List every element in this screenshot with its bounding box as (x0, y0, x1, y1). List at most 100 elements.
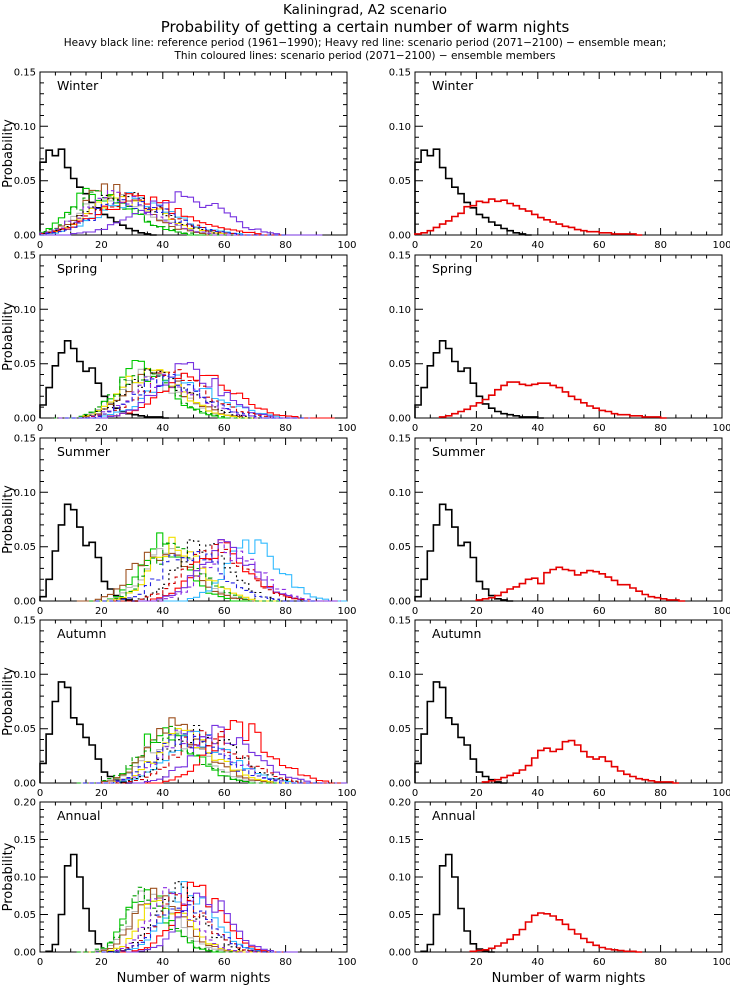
series-member-yellow (40, 194, 280, 236)
axes (414, 71, 723, 236)
series-member-purple-dashed (58, 373, 298, 419)
y-tick-label: 0.05 (389, 542, 411, 553)
x-tick-label: 40 (531, 957, 544, 968)
axis-tick-labels: 0 20 40 60 80 100 0.00 0.05 0.10 0.15 Summer Probab… (1, 434, 357, 618)
y-tick-label: 0.20 (389, 798, 411, 809)
y-tick-label: 0.00 (389, 948, 411, 959)
x-tick-label: 60 (218, 606, 231, 617)
y-tick-label: 0.10 (389, 873, 411, 884)
season-label: Spring (432, 261, 472, 276)
series-member-cyan (162, 539, 347, 602)
series-ensemble-mean (438, 381, 667, 419)
x-tick-label: 60 (218, 240, 231, 251)
y-tick-label: 0.15 (389, 251, 411, 262)
x-tick-label: 20 (470, 423, 483, 434)
x-tick-label: 60 (218, 957, 231, 968)
x-tick-label: 80 (279, 788, 292, 799)
series-member-green (89, 532, 261, 602)
series-member-gray (76, 890, 255, 953)
y-tick-label: 0.05 (14, 542, 36, 553)
x-tick-label: 40 (156, 606, 169, 617)
series-reference (39, 503, 139, 602)
x-tick-label: 20 (95, 606, 108, 617)
series (39, 681, 347, 784)
y-tick-label: 0.05 (389, 359, 411, 370)
x-tick-label: 0 (37, 606, 43, 617)
series-member-yellow (58, 368, 274, 419)
x-tick-label: 60 (218, 788, 231, 799)
y-tick-label: 0.05 (14, 359, 36, 370)
x-tick-label: 0 (37, 788, 43, 799)
series-member-red-dashed (64, 369, 311, 419)
series-member-red (119, 881, 292, 953)
series-member-black-dashed (119, 539, 311, 602)
x-tick-label: 60 (593, 788, 606, 799)
y-tick-label: 0.00 (389, 414, 411, 425)
series-member-blue-dashed (101, 904, 286, 953)
axis-tick-labels: 0 20 40 60 80 100 0.00 0.05 0.10 0.15 Winter Probab… (1, 68, 357, 252)
x-tick-label: 100 (337, 606, 356, 617)
series-member-blue-dashed (40, 199, 286, 236)
series-member-black-dashed (52, 369, 292, 419)
series (39, 148, 323, 236)
y-tick-label: 0.15 (14, 835, 36, 846)
series-member-red (76, 372, 335, 419)
x-tick-label: 60 (593, 240, 606, 251)
axis-tick-labels: 0 20 40 60 80 100 0.00 0.05 0.10 0.15 Autumn (389, 616, 730, 800)
panel-spring-mean: 0 20 40 60 80 100 0.00 0.05 0.10 0.15 Spring (389, 251, 730, 435)
axis-tick-labels: 0 20 40 60 80 100 0.00 0.05 0.10 0.15 0.20 Annual (389, 798, 730, 969)
axis-tick-labels: 0 20 40 60 80 100 0.00 0.05 0.10 0.15 0.20 Annual Pr… (1, 798, 357, 969)
y-tick-label: 0.15 (389, 434, 411, 445)
x-tick-label: 60 (593, 423, 606, 434)
y-axis-label: Probability (1, 842, 16, 911)
series-member-purple (40, 191, 323, 236)
series-member-cyan (107, 881, 292, 953)
series (39, 340, 335, 419)
x-tick-label: 40 (531, 606, 544, 617)
x-tick-label: 100 (712, 423, 730, 434)
y-tick-label: 0.00 (14, 948, 36, 959)
series-reference (45, 853, 120, 953)
axis-tick-labels: 0 20 40 60 80 100 0.00 0.05 0.10 0.15 Autumn Probab… (1, 616, 357, 800)
x-tick-label: 40 (531, 423, 544, 434)
y-axis-label: Probability (1, 119, 16, 188)
y-tick-label: 0.00 (14, 414, 36, 425)
series (414, 503, 686, 602)
legend-line-1: Heavy black line: reference period (1961… (63, 37, 667, 49)
panel-autumn-members: 0 20 40 60 80 100 0.00 0.05 0.10 0.15 Autumn Probab… (1, 616, 357, 800)
axes (39, 619, 348, 784)
series-reference (39, 148, 157, 236)
y-axis-label: Probability (1, 485, 16, 554)
season-label: Autumn (432, 626, 481, 641)
axes (39, 254, 348, 419)
series-member-blue-dashed (95, 551, 317, 602)
x-tick-label: 20 (95, 240, 108, 251)
season-label: Winter (432, 78, 474, 93)
y-tick-label: 0.10 (389, 488, 411, 499)
series-member-green-dashed (76, 886, 237, 953)
y-tick-label: 0.10 (14, 122, 36, 133)
series-member-red-dashed (113, 543, 341, 602)
season-label: Annual (432, 808, 475, 823)
y-tick-label: 0.05 (389, 724, 411, 735)
season-label: Spring (57, 261, 97, 276)
x-tick-label: 60 (593, 606, 606, 617)
y-tick-label: 0.15 (14, 616, 36, 627)
series (414, 340, 667, 419)
x-tick-label: 80 (279, 606, 292, 617)
x-tick-label: 0 (412, 423, 418, 434)
y-tick-label: 0.00 (14, 779, 36, 790)
x-tick-label: 0 (412, 957, 418, 968)
axes (414, 619, 723, 784)
series-member-blue-dashed (64, 373, 304, 419)
x-tick-label: 80 (654, 957, 667, 968)
y-tick-label: 0.10 (14, 305, 36, 316)
series-member-yellow (89, 728, 311, 784)
y-tick-label: 0.15 (389, 835, 411, 846)
x-tick-label: 100 (712, 957, 730, 968)
x-tick-label: 100 (712, 606, 730, 617)
series-reference (414, 148, 532, 236)
series-ensemble-mean (469, 912, 643, 953)
series (414, 148, 643, 236)
axis-tick-labels: 0 20 40 60 80 100 0.00 0.05 0.10 0.15 Summer (389, 434, 730, 618)
